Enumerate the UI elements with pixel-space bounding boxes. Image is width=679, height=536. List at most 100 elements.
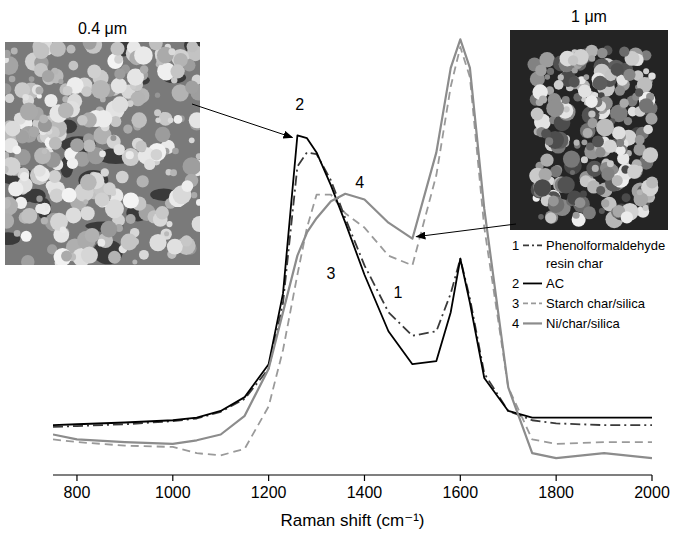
sem-grain	[95, 192, 110, 207]
sem-grain	[563, 151, 580, 168]
curve-label: 2	[295, 96, 304, 113]
sem-grain	[83, 140, 96, 153]
sem-grain	[12, 146, 21, 155]
legend-label: Starch char/silica	[546, 296, 646, 311]
sem-grain	[149, 42, 163, 50]
sem-grain	[607, 160, 614, 167]
sem-grain	[615, 85, 625, 95]
sem-grain	[191, 192, 197, 198]
legend-label-line: Ni/char/silica	[546, 316, 620, 331]
sem-grain	[639, 98, 654, 113]
sem-grain	[85, 228, 100, 243]
x-tick-label: 800	[64, 484, 91, 501]
sem-grain	[134, 46, 153, 65]
sem-grain	[583, 206, 596, 219]
sem-grain	[50, 42, 66, 57]
sem-grain	[166, 221, 172, 227]
sem-grain	[116, 171, 129, 184]
x-tick	[460, 475, 461, 481]
sem-grain	[589, 55, 595, 61]
sem-grain	[155, 92, 160, 97]
sem-grain	[34, 147, 51, 164]
legend-label: Phenolformaldehyderesin char	[546, 238, 665, 271]
sem-grain	[541, 129, 551, 139]
sem-grain	[623, 69, 635, 81]
sem-grain	[67, 158, 78, 169]
sem-grain	[581, 156, 588, 163]
sem-grain	[585, 95, 598, 108]
sem-grain	[126, 151, 134, 159]
legend-label: AC	[546, 276, 564, 291]
sem-grain	[154, 109, 161, 116]
sem-grain	[54, 248, 72, 265]
sem-grain	[535, 65, 547, 77]
sem-grain	[108, 251, 121, 264]
sem-grain	[5, 94, 14, 103]
sem-grain	[534, 179, 551, 196]
sem-grain	[192, 216, 200, 232]
x-tick	[556, 475, 557, 481]
x-tick	[76, 475, 77, 481]
sem-grain	[596, 186, 605, 195]
legend-swatch	[523, 303, 542, 305]
sem-grain	[593, 76, 608, 91]
sem-grain	[635, 135, 645, 145]
sem-grain	[62, 188, 77, 203]
sem-grain	[554, 80, 564, 90]
legend-label-line: Starch char/silica	[546, 296, 646, 311]
x-axis-title: Raman shift (cm⁻¹)	[280, 511, 424, 530]
sem-grain	[14, 230, 21, 237]
sem-grain	[140, 65, 148, 73]
sem-grain	[107, 53, 123, 69]
legend-swatch	[523, 322, 542, 324]
sem-grain	[181, 235, 192, 246]
sem-grain	[21, 255, 34, 265]
x-tick-label: 2000	[634, 484, 670, 501]
sem-grain	[574, 140, 580, 146]
x-tick	[268, 475, 269, 481]
sem-grain	[588, 118, 598, 128]
x-tick-label: 1400	[347, 484, 383, 501]
sem-grain	[112, 96, 129, 113]
sem-grain	[183, 157, 200, 175]
sem-grain	[168, 48, 175, 55]
sem-grain	[34, 165, 46, 177]
sem-grain	[568, 55, 578, 65]
sem-grain	[627, 165, 641, 179]
sem-grain	[97, 239, 105, 247]
inset-arrow	[416, 224, 516, 237]
sem-grain	[70, 138, 84, 152]
sem-grain	[569, 76, 580, 87]
sem-grain	[48, 170, 61, 183]
x-tick	[364, 475, 365, 481]
sem-grain	[5, 166, 9, 173]
series-line	[53, 135, 652, 425]
sem-grain	[126, 214, 136, 224]
sem-grain	[111, 78, 127, 94]
sem-grain	[592, 136, 604, 148]
sem-grain	[9, 76, 16, 83]
sem-grain	[557, 176, 574, 193]
sem-grain	[121, 234, 138, 251]
sem-grain	[189, 112, 200, 128]
inset-label: 1 μm	[571, 8, 607, 25]
sem-grain	[83, 42, 97, 50]
sem-grain	[99, 151, 106, 158]
sem-grain	[637, 189, 643, 195]
sem-grain	[581, 139, 587, 145]
sem-grain	[547, 68, 554, 75]
sem-grain	[114, 144, 125, 155]
sem-grain	[35, 204, 45, 214]
chart: 0.4 μm1 μm800100012001400160018002000Ram…	[0, 0, 679, 536]
sem-grain	[49, 137, 62, 150]
sem-grain	[123, 192, 139, 208]
legend-number: 1	[512, 238, 519, 253]
sem-grain	[643, 68, 649, 74]
legend-swatch	[523, 283, 542, 285]
sem-grain	[168, 117, 174, 123]
sem-grain	[562, 96, 570, 104]
sem-grain	[5, 198, 11, 209]
sem-grain	[575, 197, 586, 208]
sem-grain	[539, 95, 547, 103]
sem-grain	[21, 208, 37, 224]
